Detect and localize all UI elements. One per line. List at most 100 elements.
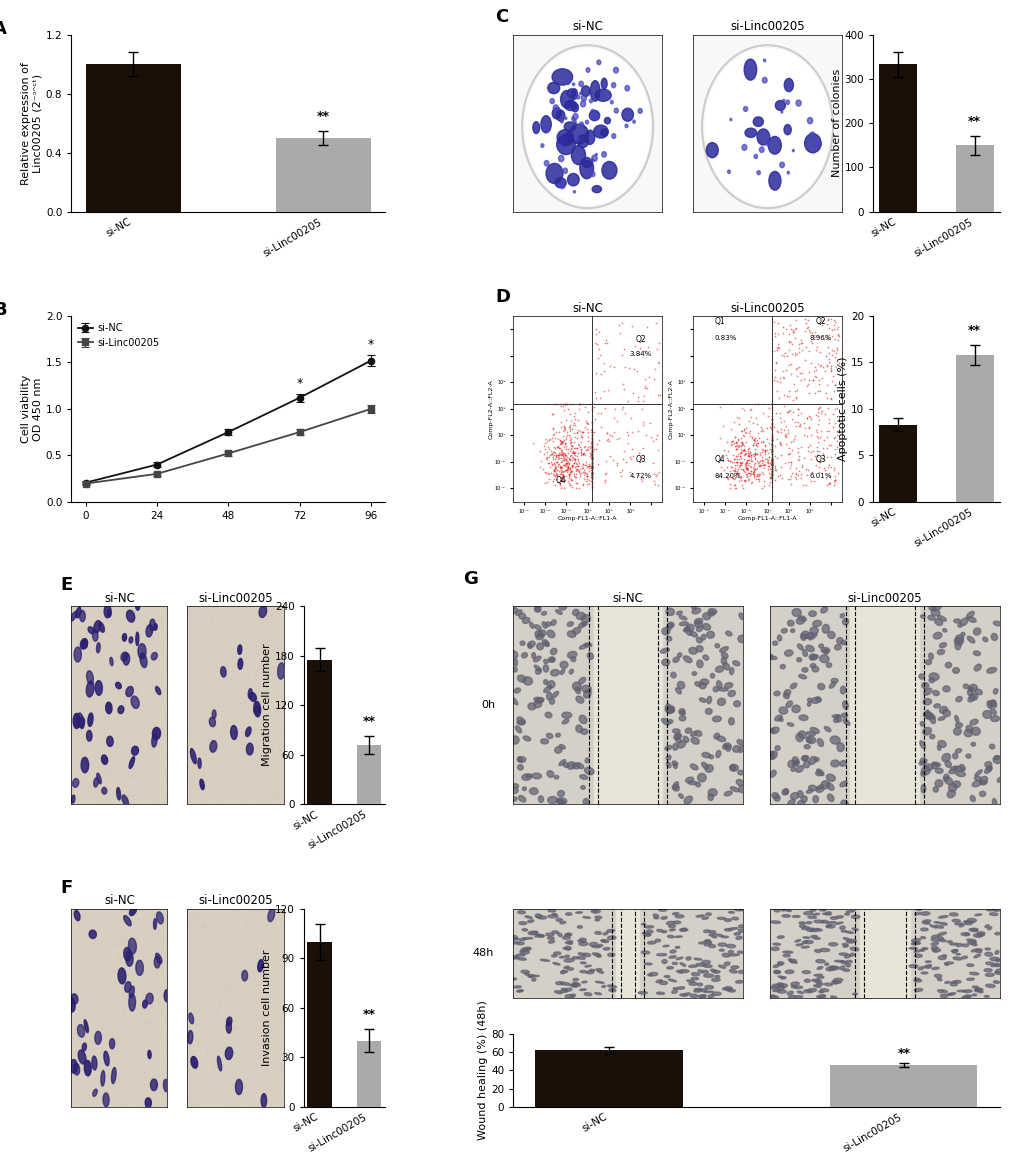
Point	[228, 993, 245, 1011]
Point	[232, 1042, 249, 1061]
Point	[144, 957, 160, 975]
Point	[124, 688, 141, 707]
Point	[211, 684, 227, 702]
Ellipse shape	[690, 731, 696, 737]
Point	[137, 1064, 153, 1083]
Point	[194, 1067, 210, 1085]
Point	[191, 1098, 207, 1116]
Point	[273, 1057, 289, 1076]
Point	[262, 969, 278, 987]
Point	[88, 1095, 104, 1114]
Point	[232, 998, 249, 1017]
Point	[142, 915, 158, 934]
Point	[204, 664, 220, 683]
Point	[734, 461, 750, 480]
Ellipse shape	[660, 917, 666, 919]
Point	[148, 1013, 164, 1032]
Ellipse shape	[641, 924, 645, 925]
Point	[81, 949, 97, 967]
Ellipse shape	[668, 929, 675, 930]
Ellipse shape	[953, 728, 960, 736]
Ellipse shape	[994, 755, 999, 760]
Ellipse shape	[574, 122, 576, 125]
Ellipse shape	[625, 85, 629, 91]
Point	[117, 693, 133, 711]
Point	[240, 962, 257, 980]
Ellipse shape	[557, 800, 565, 804]
Point	[92, 638, 108, 656]
Point	[143, 1060, 159, 1078]
Point	[205, 627, 221, 646]
Ellipse shape	[538, 915, 546, 919]
Point	[106, 756, 122, 775]
Point	[87, 649, 103, 668]
Point	[83, 1031, 99, 1049]
Ellipse shape	[819, 655, 828, 663]
Point	[121, 1012, 138, 1031]
Point	[828, 432, 845, 451]
Point	[201, 935, 217, 954]
Point	[259, 937, 275, 956]
Point	[829, 318, 846, 337]
Point	[141, 1095, 157, 1114]
Point	[263, 947, 279, 965]
Ellipse shape	[828, 681, 835, 688]
Point	[790, 443, 806, 461]
Point	[719, 470, 736, 489]
Point	[100, 958, 116, 977]
Point	[235, 939, 252, 957]
Point	[245, 994, 261, 1012]
Ellipse shape	[88, 627, 94, 634]
Point	[118, 1004, 135, 1023]
Ellipse shape	[666, 706, 674, 711]
Point	[209, 1003, 225, 1022]
Point	[129, 683, 146, 701]
Ellipse shape	[519, 939, 526, 941]
Ellipse shape	[954, 641, 960, 650]
Point	[583, 449, 599, 467]
Point	[95, 944, 111, 963]
Point	[552, 469, 569, 488]
Point	[110, 945, 126, 964]
Point	[147, 610, 163, 628]
Point	[610, 316, 627, 334]
Point	[181, 945, 198, 964]
Ellipse shape	[830, 678, 838, 683]
Point	[612, 466, 629, 484]
Point	[619, 391, 635, 409]
Point	[259, 678, 275, 696]
Ellipse shape	[931, 763, 937, 769]
Point	[105, 1076, 121, 1094]
Point	[763, 404, 780, 422]
Point	[256, 641, 272, 660]
Ellipse shape	[809, 655, 817, 661]
Point	[126, 997, 143, 1016]
Point	[796, 310, 812, 329]
Point	[209, 927, 225, 945]
Point	[735, 435, 751, 453]
Point	[240, 793, 257, 812]
Ellipse shape	[752, 116, 762, 127]
Point	[83, 655, 99, 673]
Point	[568, 423, 584, 442]
Point	[822, 321, 839, 339]
Point	[205, 635, 221, 654]
Ellipse shape	[963, 989, 971, 993]
Point	[647, 360, 663, 378]
Point	[817, 439, 834, 458]
Point	[538, 449, 554, 467]
Point	[158, 1065, 174, 1084]
Point	[196, 1047, 212, 1065]
Ellipse shape	[93, 1090, 97, 1097]
Point	[68, 716, 85, 734]
Point	[144, 709, 160, 728]
Point	[272, 910, 288, 928]
Point	[808, 427, 824, 445]
Point	[209, 743, 225, 761]
Point	[141, 1030, 157, 1048]
Point	[152, 726, 168, 745]
Point	[763, 466, 780, 484]
Point	[150, 698, 166, 716]
Point	[81, 662, 97, 680]
Point	[154, 1017, 170, 1035]
